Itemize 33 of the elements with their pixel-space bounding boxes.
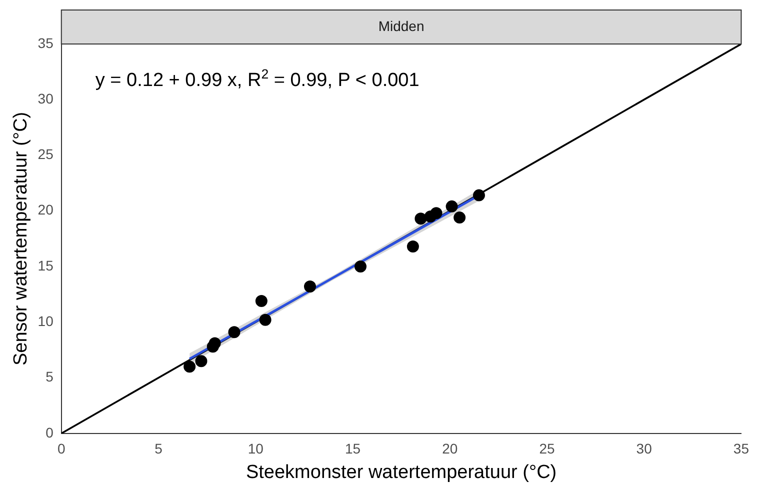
- point: [304, 280, 316, 293]
- point: [430, 207, 442, 220]
- x-tick-label: 5: [154, 440, 163, 457]
- x-tick-label: 0: [57, 440, 66, 457]
- point: [446, 200, 458, 212]
- x-axis-title: Steekmonster watertemperatuur (°C): [246, 462, 557, 483]
- y-tick-label: 5: [46, 368, 54, 385]
- point: [454, 212, 466, 224]
- y-tick-label: 35: [38, 34, 54, 51]
- x-tick-label: 35: [733, 440, 750, 457]
- y-tick-label: 15: [38, 257, 54, 274]
- point: [414, 212, 427, 225]
- point: [472, 189, 485, 202]
- y-tick-label: 20: [38, 202, 54, 218]
- point: [184, 360, 196, 373]
- x-tick-label: 25: [539, 440, 555, 457]
- y-axis-title: Sensor watertemperatuur (°C): [10, 112, 32, 366]
- point: [259, 314, 272, 326]
- point: [354, 260, 367, 273]
- x-tick-label: 15: [344, 440, 361, 457]
- chart-title: Midden: [378, 18, 424, 34]
- y-tick-label: 25: [38, 146, 54, 162]
- x-tick-label: 20: [442, 440, 458, 457]
- point: [195, 355, 208, 368]
- x-tick-label: 30: [636, 440, 652, 457]
- y-tick-label: 0: [46, 424, 54, 440]
- x-tick-label: 10: [248, 440, 264, 457]
- point: [255, 295, 268, 308]
- point: [208, 337, 221, 350]
- point: [228, 326, 240, 338]
- y-tick-label: 10: [38, 313, 54, 329]
- y-tick-label: 30: [38, 90, 54, 106]
- point: [406, 240, 419, 252]
